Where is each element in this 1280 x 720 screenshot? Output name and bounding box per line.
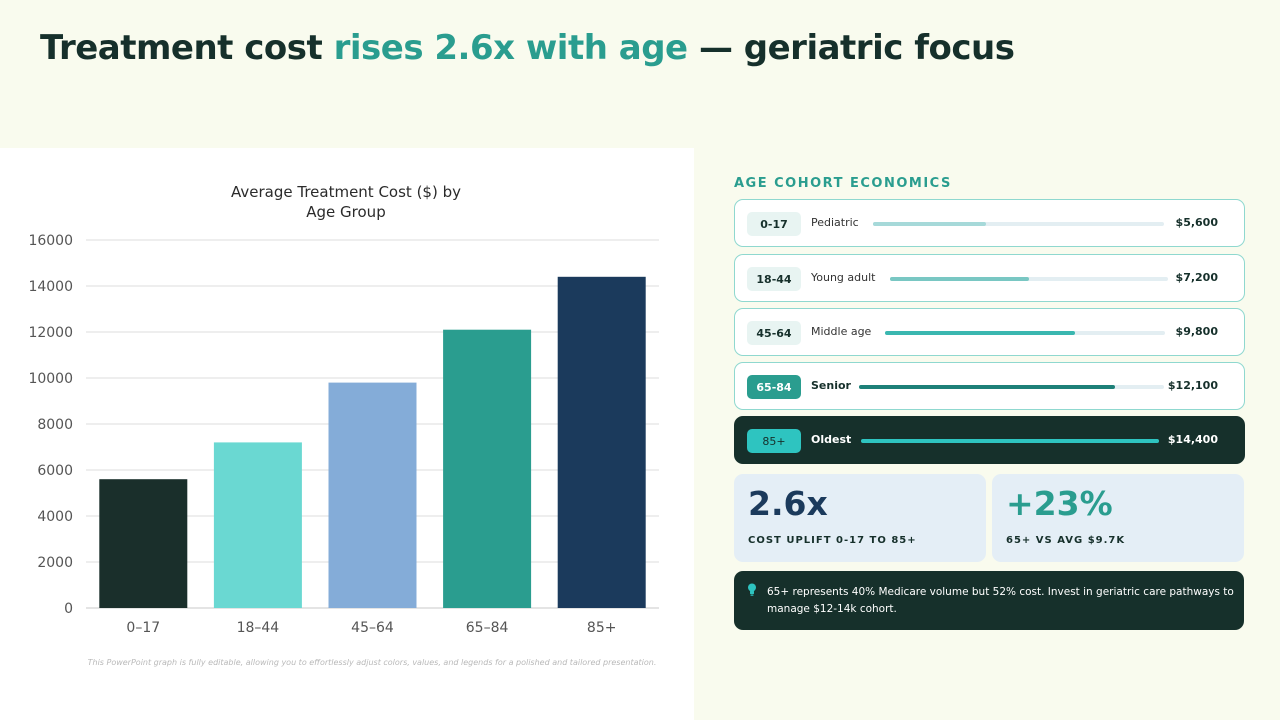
cohort-bar-fill <box>885 331 1076 335</box>
stat-label: COST UPLIFT 0-17 TO 85+ <box>748 535 917 546</box>
page-title: Treatment cost rises 2.6x with age — ger… <box>40 28 1015 68</box>
cohort-bar-fill <box>859 385 1116 389</box>
cohort-row-oldest: 85+ Oldest $14,400 <box>734 416 1245 464</box>
stat-label: 65+ VS AVG $9.7K <box>1006 535 1126 546</box>
cohort-bar-track <box>885 331 1165 335</box>
cohort-bar-fill <box>890 277 1029 281</box>
cohort-bar-fill <box>873 222 987 226</box>
cohort-value: $12,100 <box>1167 379 1218 392</box>
chart-title-line-2: Age Group <box>306 203 386 221</box>
y-tick-label: 16000 <box>28 233 73 249</box>
chart-title-line-1: Average Treatment Cost ($) by <box>231 183 461 201</box>
x-tick-label: 45–64 <box>351 620 394 636</box>
stat-card-cost-uplift: 2.6x COST UPLIFT 0-17 TO 85+ <box>734 474 986 562</box>
y-tick-label: 12000 <box>28 325 73 341</box>
cohort-name: Oldest <box>811 433 852 446</box>
cohort-bar-track <box>859 385 1164 389</box>
y-tick-label: 14000 <box>28 279 73 295</box>
cohort-row-middle-age: 45-64 Middle age $9,800 <box>734 308 1245 356</box>
cohort-value: $9,800 <box>1175 325 1218 338</box>
cohort-range-pill: 45-64 <box>747 321 801 345</box>
cohort-name: Young adult <box>811 271 876 284</box>
x-tick-label: 18–44 <box>237 620 280 636</box>
insight-callout: 65+ represents 40% Medicare volume but 5… <box>734 571 1244 630</box>
callout-text: 65+ represents 40% Medicare volume but 5… <box>767 586 1234 615</box>
bar <box>557 276 646 608</box>
y-tick-label: 8000 <box>37 417 73 433</box>
chart-panel: Average Treatment Cost ($) by Age Group … <box>0 148 694 720</box>
bar <box>213 442 302 608</box>
y-tick-label: 6000 <box>37 463 73 479</box>
y-tick-label: 0 <box>64 601 73 617</box>
cohort-bar-track <box>861 439 1159 443</box>
title-part-2: — geriatric focus <box>687 28 1015 68</box>
section-label: AGE COHORT ECONOMICS <box>734 176 952 191</box>
title-highlight: rises 2.6x with age <box>333 28 689 68</box>
bar <box>99 479 188 608</box>
stat-value: 2.6x <box>748 484 828 523</box>
x-tick-label: 85+ <box>587 620 617 636</box>
cohort-range-pill: 65-84 <box>747 375 801 399</box>
cohort-bar-track <box>873 222 1164 226</box>
cohort-range-pill: 85+ <box>747 429 801 453</box>
cohort-bar-track <box>890 277 1168 281</box>
stat-value: +23% <box>1006 484 1113 523</box>
y-tick-label: 2000 <box>37 555 73 571</box>
chart-title: Average Treatment Cost ($) by Age Group <box>200 182 492 222</box>
y-tick-label: 10000 <box>28 371 73 387</box>
cohort-range-pill: 0-17 <box>747 212 801 236</box>
cohort-value: $7,200 <box>1175 271 1218 284</box>
bar <box>443 329 532 608</box>
chart-footnote: This PowerPoint graph is fully editable,… <box>87 658 657 667</box>
x-tick-label: 0–17 <box>126 620 160 636</box>
cohort-name: Senior <box>811 379 851 392</box>
bar <box>328 382 417 608</box>
stat-card-senior-vs-avg: +23% 65+ VS AVG $9.7K <box>992 474 1244 562</box>
cohort-row-senior: 65-84 Senior $12,100 <box>734 362 1245 410</box>
cohort-range-pill: 18-44 <box>747 267 801 291</box>
cohort-value: $5,600 <box>1175 216 1218 229</box>
cohort-bar-fill <box>861 439 1159 443</box>
x-tick-label: 65–84 <box>466 620 509 636</box>
cohort-row-pediatric: 0-17 Pediatric $5,600 <box>734 199 1245 247</box>
y-tick-label: 4000 <box>37 509 73 525</box>
bar-chart: 0 2000 4000 6000 8000 10000 12000 14000 16000 0–1… <box>28 233 659 636</box>
cohort-name: Middle age <box>811 325 872 338</box>
title-part-1: Treatment cost <box>40 28 334 68</box>
lightbulb-icon <box>748 583 756 596</box>
cohort-name: Pediatric <box>811 216 859 229</box>
cohort-row-young-adult: 18-44 Young adult $7,200 <box>734 254 1245 302</box>
cohort-value: $14,400 <box>1167 433 1218 446</box>
